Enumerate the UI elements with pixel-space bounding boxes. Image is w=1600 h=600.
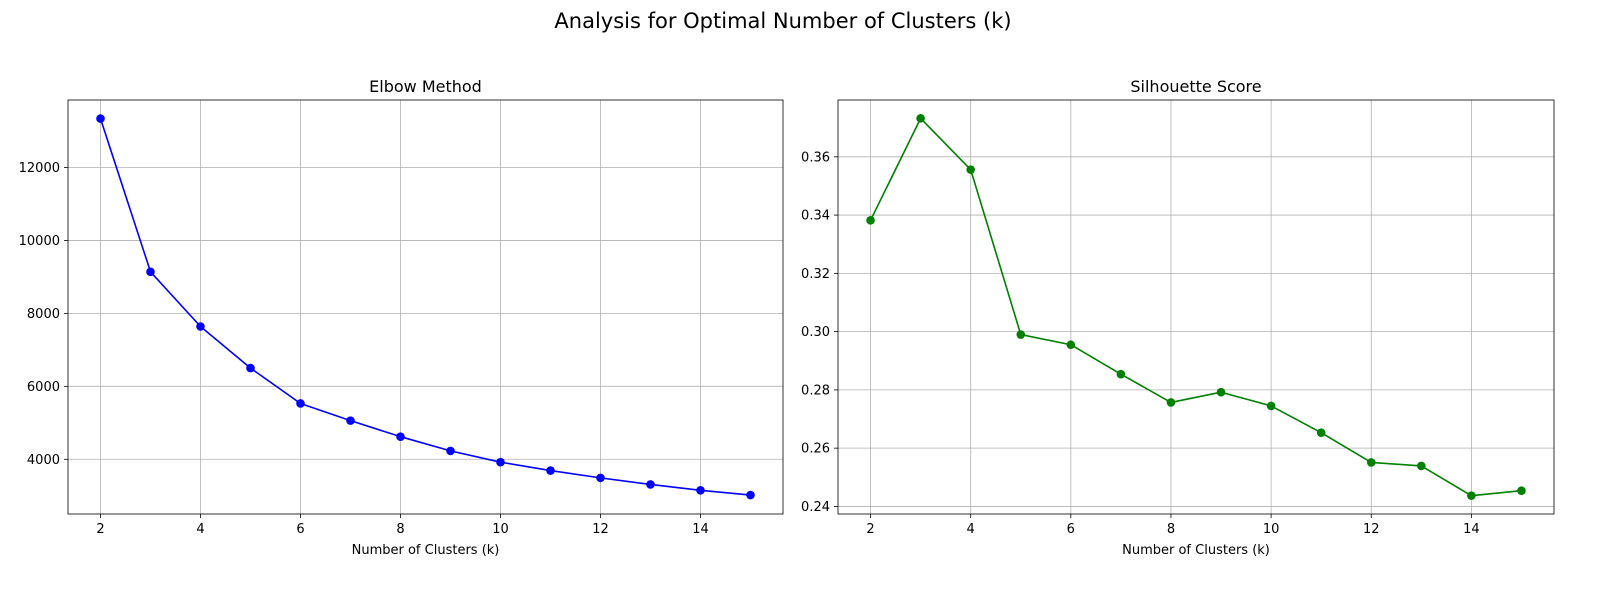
elbow-data-point <box>296 399 305 408</box>
elbow-data-point <box>646 480 655 489</box>
elbow-chart-title: Elbow Method <box>369 77 482 96</box>
elbow-data-point <box>346 416 355 425</box>
elbow-x-tick-label: 2 <box>96 522 104 537</box>
elbow-x-tick-label: 8 <box>396 522 404 537</box>
elbow-y-tick-label: 8000 <box>27 307 60 322</box>
silhouette-data-point <box>966 165 975 174</box>
silhouette-y-tick-label: 0.32 <box>801 267 830 282</box>
silhouette-plot-frame <box>837 99 1555 515</box>
elbow-x-tick-label: 4 <box>196 522 204 537</box>
silhouette-data-point <box>1166 398 1176 407</box>
silhouette-data-point <box>866 216 875 225</box>
silhouette-data-point <box>1116 369 1126 379</box>
elbow-y-tick-label: 10000 <box>19 234 60 249</box>
elbow-method-axes: 2 4 6 8 10 12 14 4000 6000 8000 10000 12000 Elbow Me… <box>19 77 784 558</box>
elbow-data-point <box>196 322 205 331</box>
silhouette-y-tick-label: 0.24 <box>801 500 830 515</box>
elbow-plot-frame <box>67 99 784 515</box>
silhouette-data-point <box>1417 461 1426 471</box>
silhouette-data-point <box>1016 330 1026 339</box>
elbow-x-tick-label: 6 <box>296 522 304 537</box>
silhouette-series-line <box>869 117 1522 497</box>
elbow-x-axis-label: Number of Clusters (k) <box>352 543 500 558</box>
elbow-data-point <box>446 446 455 456</box>
elbow-data-point <box>96 114 105 123</box>
silhouette-data-point <box>1316 428 1326 438</box>
silhouette-data-point <box>1467 491 1476 500</box>
silhouette-x-tick-label: 10 <box>1263 522 1280 537</box>
silhouette-x-tick-label: 14 <box>1463 522 1480 537</box>
silhouette-y-tick-label: 0.26 <box>801 442 830 457</box>
silhouette-data-point <box>1366 458 1376 467</box>
silhouette-y-tick-label: 0.34 <box>801 209 830 224</box>
elbow-data-point <box>546 466 555 475</box>
elbow-data-point <box>496 457 505 467</box>
figure-suptitle: Analysis for Optimal Number of Clusters … <box>554 9 1011 33</box>
silhouette-data-point <box>1066 340 1076 350</box>
silhouette-x-tick-label: 8 <box>1167 522 1175 537</box>
elbow-data-point <box>746 490 755 500</box>
elbow-data-point <box>696 485 705 495</box>
silhouette-data-point <box>1216 387 1226 397</box>
elbow-series-line <box>99 118 751 496</box>
silhouette-data-point <box>1517 486 1526 495</box>
silhouette-data-point <box>1266 401 1276 411</box>
silhouette-x-tick-label: 4 <box>967 522 975 537</box>
elbow-x-tick-label: 14 <box>692 522 709 537</box>
silhouette-y-tick-label: 0.28 <box>801 383 830 398</box>
silhouette-data-point <box>916 114 925 123</box>
elbow-x-tick-label: 10 <box>492 522 509 537</box>
elbow-y-tick-label: 4000 <box>27 453 60 468</box>
silhouette-y-tick-label: 0.30 <box>801 325 830 340</box>
silhouette-x-tick-label: 12 <box>1363 522 1380 537</box>
silhouette-y-tick-label: 0.36 <box>801 150 830 165</box>
elbow-x-tick-label: 12 <box>592 522 609 537</box>
elbow-data-point <box>146 267 155 277</box>
silhouette-x-tick-label: 2 <box>866 522 874 537</box>
elbow-data-point <box>246 363 255 373</box>
elbow-data-point <box>396 432 405 441</box>
elbow-y-tick-label: 12000 <box>19 161 60 176</box>
elbow-y-tick-label: 6000 <box>27 380 60 395</box>
silhouette-score-axes: 2 4 6 8 10 12 14 0.24 0.26 0.28 0.30 0.32 0.34 0.36 Si… <box>801 77 1555 558</box>
elbow-data-point <box>596 473 605 483</box>
silhouette-x-axis-label: Number of Clusters (k) <box>1122 543 1270 558</box>
silhouette-chart-title: Silhouette Score <box>1130 77 1261 96</box>
silhouette-x-tick-label: 6 <box>1067 522 1075 537</box>
